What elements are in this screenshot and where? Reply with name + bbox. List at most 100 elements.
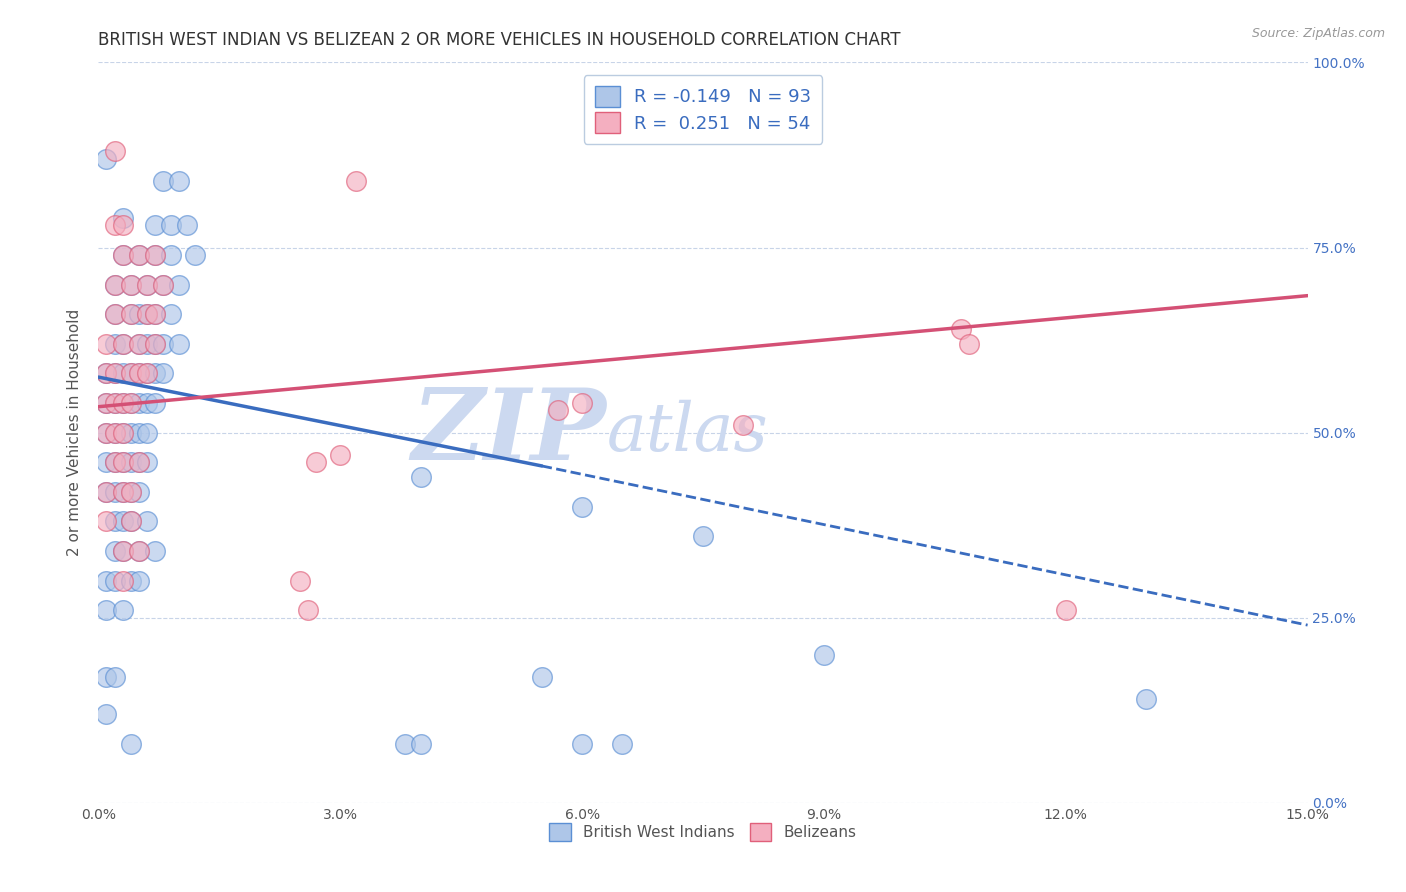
Point [111,396,134,410]
Point [152,277,174,292]
Point [96,425,118,440]
Point [409,737,432,751]
Point [692,529,714,543]
Point [103,219,125,233]
Point [957,336,980,351]
Point [103,670,125,684]
Point [96,515,118,529]
Point [120,367,142,381]
Point [96,484,118,499]
Point [135,367,157,381]
Point [143,248,166,262]
Point [111,603,134,617]
Text: ZIP: ZIP [412,384,606,481]
Point [103,145,125,159]
Point [128,455,150,469]
Point [160,219,183,233]
Point [128,248,150,262]
Point [96,396,118,410]
Point [111,248,134,262]
Point [176,219,198,233]
Point [103,455,125,469]
Point [120,425,142,440]
Point [143,336,166,351]
Point [103,574,125,588]
Point [128,425,150,440]
Point [120,484,142,499]
Point [103,336,125,351]
Point [120,737,142,751]
Point [152,277,174,292]
Point [111,455,134,469]
Point [612,737,634,751]
Point [111,484,134,499]
Point [103,307,125,321]
Point [96,706,118,721]
Point [143,307,166,321]
Point [103,307,125,321]
Point [103,396,125,410]
Point [344,174,367,188]
Point [184,248,207,262]
Point [288,574,311,588]
Point [111,248,134,262]
Point [96,152,118,166]
Point [152,174,174,188]
Point [135,307,157,321]
Point [128,484,150,499]
Point [111,425,134,440]
Point [128,336,150,351]
Text: atlas: atlas [606,400,768,466]
Point [103,277,125,292]
Point [135,455,157,469]
Point [96,603,118,617]
Point [128,544,150,558]
Text: Source: ZipAtlas.com: Source: ZipAtlas.com [1251,27,1385,40]
Point [128,574,150,588]
Point [120,396,142,410]
Point [135,277,157,292]
Point [305,455,328,469]
Point [111,544,134,558]
Point [1135,692,1157,706]
Point [111,574,134,588]
Point [111,484,134,499]
Point [96,367,118,381]
Point [120,455,142,469]
Point [111,515,134,529]
Legend: British West Indians, Belizeans: British West Indians, Belizeans [543,817,863,847]
Point [143,367,166,381]
Point [143,544,166,558]
Point [530,670,553,684]
Point [394,737,416,751]
Point [103,277,125,292]
Point [135,515,157,529]
Point [111,396,134,410]
Point [143,307,166,321]
Point [103,425,125,440]
Point [120,396,142,410]
Point [143,248,166,262]
Point [120,307,142,321]
Point [103,425,125,440]
Point [733,418,755,433]
Point [329,448,352,462]
Point [409,470,432,484]
Point [96,484,118,499]
Point [571,500,593,514]
Point [160,248,183,262]
Point [135,336,157,351]
Point [103,455,125,469]
Point [128,307,150,321]
Point [135,307,157,321]
Point [571,737,593,751]
Point [96,396,118,410]
Point [120,574,142,588]
Point [128,367,150,381]
Point [167,277,190,292]
Point [120,515,142,529]
Point [160,307,183,321]
Point [120,367,142,381]
Point [96,336,118,351]
Point [297,603,319,617]
